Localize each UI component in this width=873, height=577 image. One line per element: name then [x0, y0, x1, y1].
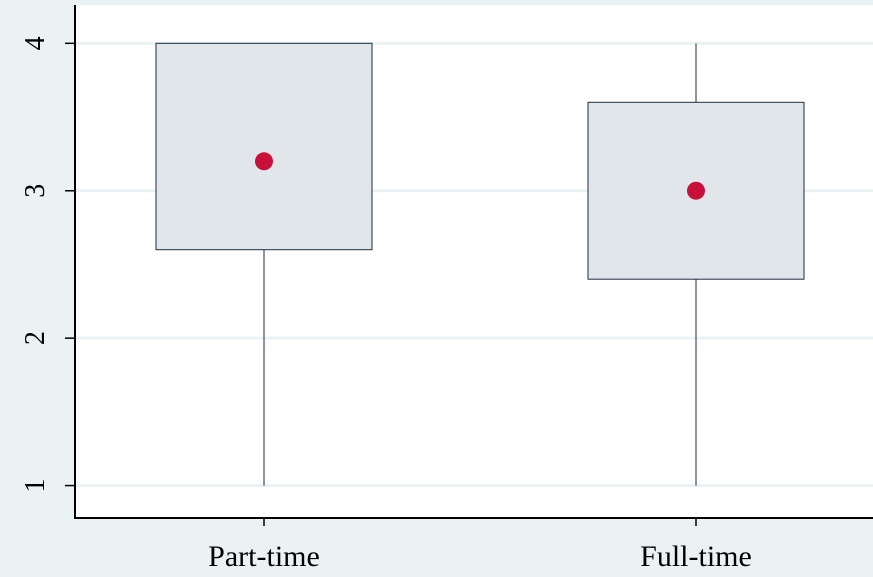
x-tick-label-part-time: Part-time: [208, 540, 320, 573]
y-tick-label-3: 3: [20, 184, 51, 198]
iqr-box-part-time: [155, 42, 373, 251]
box-part-time: [155, 42, 373, 486]
axes-group: 1 2 3 4 Part-time Full-time: [20, 5, 873, 573]
x-tick-label-full-time: Full-time: [640, 540, 752, 573]
y-tick-label-2: 2: [20, 331, 51, 345]
y-tick-label-1: 1: [20, 479, 51, 493]
marker-point-part-time: [255, 152, 273, 171]
boxes-group: [155, 42, 805, 486]
y-tick-label-4: 4: [20, 36, 51, 50]
box-full-time: [587, 43, 805, 486]
marker-point-full-time: [687, 181, 705, 200]
